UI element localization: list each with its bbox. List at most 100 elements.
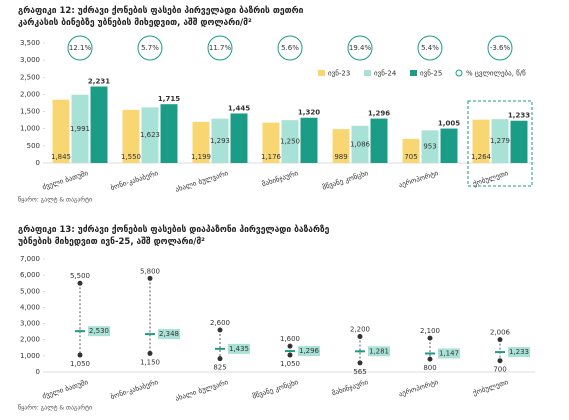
data-label: 1,176 — [261, 153, 282, 161]
data-label: 1,086 — [350, 140, 371, 148]
data-label: 1,264 — [471, 153, 492, 161]
max-label: 5,800 — [140, 267, 160, 275]
x-tick-label: ახალი ბულვარი — [174, 168, 230, 194]
average-label-box — [508, 347, 530, 358]
bar — [90, 86, 108, 163]
min-label: 1,050 — [280, 360, 300, 368]
data-label: 1,005 — [438, 120, 460, 128]
y-tick-label: 3,500 — [20, 39, 40, 47]
bar — [52, 99, 70, 163]
max-marker — [217, 327, 223, 333]
change-marker — [67, 35, 93, 61]
y-tick-label: 2,000 — [20, 90, 40, 98]
max-marker — [287, 343, 293, 349]
bar — [230, 113, 248, 163]
x-tick-label: აეროპორტი — [397, 168, 439, 189]
average-label-box — [438, 348, 460, 359]
change-label: 5.6% — [281, 44, 299, 52]
bar — [440, 128, 458, 163]
change-marker — [207, 35, 233, 61]
average-label-box — [158, 329, 180, 340]
title-line: უბნების მიხედვით ივნ-25, აშშ დოლარი/მ² — [18, 236, 205, 247]
bar — [122, 109, 140, 163]
max-marker — [357, 333, 363, 339]
x-tick-label: მწვანე კონცხი — [321, 169, 369, 192]
bar — [281, 120, 299, 163]
x-tick-label: ქობულეთი — [472, 378, 510, 397]
bar — [141, 107, 159, 163]
max-marker — [77, 280, 83, 286]
min-marker — [217, 356, 223, 362]
change-label: 5.7% — [141, 44, 159, 52]
y-tick-label: 1,000 — [20, 352, 40, 360]
change-marker — [277, 35, 303, 61]
title-line: გრაფიკი 12: უძრავი ქონების ფასები პირველ… — [18, 5, 304, 16]
y-tick-label: 0 — [36, 159, 40, 167]
max-label: 2,600 — [210, 319, 230, 327]
y-tick-label: 4,000 — [20, 303, 40, 311]
y-tick-label: 500 — [27, 142, 40, 150]
max-marker — [147, 275, 153, 281]
x-tick-label: ახალი ბულვარი — [174, 377, 230, 403]
data-label: 1,279 — [490, 137, 510, 145]
change-marker — [347, 35, 373, 61]
bar — [332, 129, 350, 163]
legend-swatch — [410, 70, 417, 76]
data-label: 1,199 — [191, 153, 211, 161]
bar — [300, 117, 318, 163]
source: წყარო: გალტ & თაგარტი — [18, 405, 92, 412]
bar — [472, 119, 490, 163]
average-label: 1,435 — [229, 345, 249, 353]
y-tick-label: 7,000 — [20, 255, 40, 263]
data-label: 1,233 — [508, 112, 530, 120]
bar — [370, 118, 388, 163]
max-label: 2,100 — [420, 327, 440, 335]
bar — [351, 125, 369, 163]
x-tick-label: ძველი ბათუმი — [41, 169, 89, 192]
change-marker — [137, 35, 163, 61]
change-label: -3.6% — [490, 44, 511, 52]
data-label: 705 — [404, 153, 417, 161]
x-tick-label: ძველი ბათუმი — [41, 378, 89, 401]
bar — [211, 118, 229, 163]
y-tick-label: 2,500 — [20, 73, 40, 81]
min-marker — [497, 358, 503, 364]
x-tick-label: ქობულეთი — [472, 169, 510, 188]
change-label: 5.4% — [421, 44, 439, 52]
legend-label: ივნ-24 — [374, 70, 397, 78]
x-tick-label: ბონი-კახაბერი — [109, 377, 159, 401]
bar — [402, 138, 420, 163]
data-label: 1,845 — [51, 153, 71, 161]
min-marker — [427, 356, 433, 362]
data-label: 1,320 — [298, 109, 320, 117]
min-label: 565 — [353, 368, 366, 376]
min-label: 825 — [213, 364, 226, 372]
min-marker — [147, 350, 153, 356]
y-tick-label: 2,000 — [20, 336, 40, 344]
y-tick-label: 0 — [36, 368, 40, 376]
title-line: გრაფიკი 13: უძრავი ქონების ფასების დიაპა… — [18, 224, 330, 235]
change-label: 19.4% — [349, 44, 372, 52]
change-marker — [487, 35, 513, 61]
average-label: 2,530 — [89, 327, 109, 335]
average-label: 1,281 — [369, 347, 389, 355]
max-label: 1,600 — [280, 335, 300, 343]
bar — [421, 130, 439, 163]
x-tick-label: მწვანე კონცხი — [251, 378, 299, 401]
average-label: 1,296 — [299, 347, 320, 355]
max-label: 2,006 — [490, 329, 511, 337]
data-label: 1,550 — [121, 153, 141, 161]
y-tick-label: 3,000 — [20, 320, 40, 328]
title-line: კარკასის ბინებზე უბნების მიხედვით, აშშ დ… — [18, 17, 252, 28]
average-label-box — [228, 343, 250, 354]
change-label: 11.7% — [209, 44, 232, 52]
min-marker — [77, 352, 83, 358]
data-label: 1,293 — [210, 137, 230, 145]
y-tick-label: 1,500 — [20, 108, 40, 116]
data-label: 1,250 — [280, 138, 300, 146]
bar — [510, 120, 528, 163]
max-marker — [427, 335, 433, 341]
data-label: 1,296 — [368, 110, 390, 118]
average-label: 1,147 — [439, 349, 459, 357]
